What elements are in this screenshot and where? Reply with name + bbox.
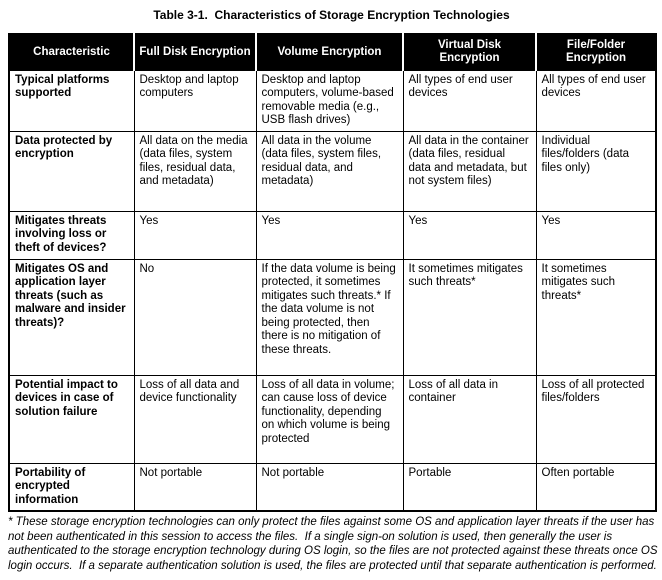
- cell: Desktop and laptop computers: [133, 69, 257, 132]
- row-header: Mitigates threats involving loss or thef…: [8, 210, 135, 260]
- cell: Not portable: [255, 462, 404, 512]
- cell: All types of end user devices: [535, 69, 657, 132]
- column-header-virtual-disk-encryption: Virtual Disk Encryption: [402, 33, 537, 71]
- cell: Not portable: [133, 462, 257, 512]
- cell: All data in the container (data files, r…: [402, 130, 537, 212]
- cell: All types of end user devices: [402, 69, 537, 132]
- cell: Yes: [535, 210, 657, 260]
- cell: Yes: [255, 210, 404, 260]
- table-footnote: * These storage encryption technologies …: [8, 516, 661, 572]
- cell: Portable: [402, 462, 537, 512]
- row-header: Data protected by encryption: [8, 130, 135, 212]
- cell: Loss of all data and device functionalit…: [133, 374, 257, 464]
- cell: It sometimes mitigates such threats*: [402, 258, 537, 376]
- table-row-data-protected: Data protected by encryption All data on…: [8, 130, 657, 212]
- column-header-full-disk-encryption: Full Disk Encryption: [133, 33, 257, 71]
- table-title: Table 3-1. Characteristics of Storage En…: [153, 8, 510, 22]
- row-header: Typical platforms supported: [8, 69, 135, 132]
- cell: If the data volume is being protected, i…: [255, 258, 404, 376]
- table-row-mitigates-os-threats: Mitigates OS and application layer threa…: [8, 258, 657, 376]
- cell: Yes: [402, 210, 537, 260]
- cell: All data in the volume (data files, syst…: [255, 130, 404, 212]
- row-header: Potential impact to devices in case of s…: [8, 374, 135, 464]
- cell: Desktop and laptop computers, volume-bas…: [255, 69, 404, 132]
- cell: Often portable: [535, 462, 657, 512]
- cell: It sometimes mitigates such threats*: [535, 258, 657, 376]
- table-row-portability: Portability of encrypted information Not…: [8, 462, 657, 512]
- cell: Individual files/folders (data files onl…: [535, 130, 657, 212]
- table-row-mitigates-loss-theft: Mitigates threats involving loss or thef…: [8, 210, 657, 260]
- cell: Loss of all data in volume; can cause lo…: [255, 374, 404, 464]
- storage-encryption-table: Characteristic Full Disk Encryption Volu…: [8, 33, 657, 512]
- header-row: Characteristic Full Disk Encryption Volu…: [8, 33, 657, 71]
- cell: Loss of all data in container: [402, 374, 537, 464]
- cell: No: [133, 258, 257, 376]
- row-header: Mitigates OS and application layer threa…: [8, 258, 135, 376]
- column-header-volume-encryption: Volume Encryption: [255, 33, 404, 71]
- row-header: Portability of encrypted information: [8, 462, 135, 512]
- cell: All data on the media (data files, syste…: [133, 130, 257, 212]
- column-header-characteristic: Characteristic: [8, 33, 135, 71]
- cell: Loss of all protected files/folders: [535, 374, 657, 464]
- table-row-typical-platforms: Typical platforms supported Desktop and …: [8, 69, 657, 132]
- column-header-file-folder-encryption: File/Folder Encryption: [535, 33, 657, 71]
- cell: Yes: [133, 210, 257, 260]
- table-row-potential-impact: Potential impact to devices in case of s…: [8, 374, 657, 464]
